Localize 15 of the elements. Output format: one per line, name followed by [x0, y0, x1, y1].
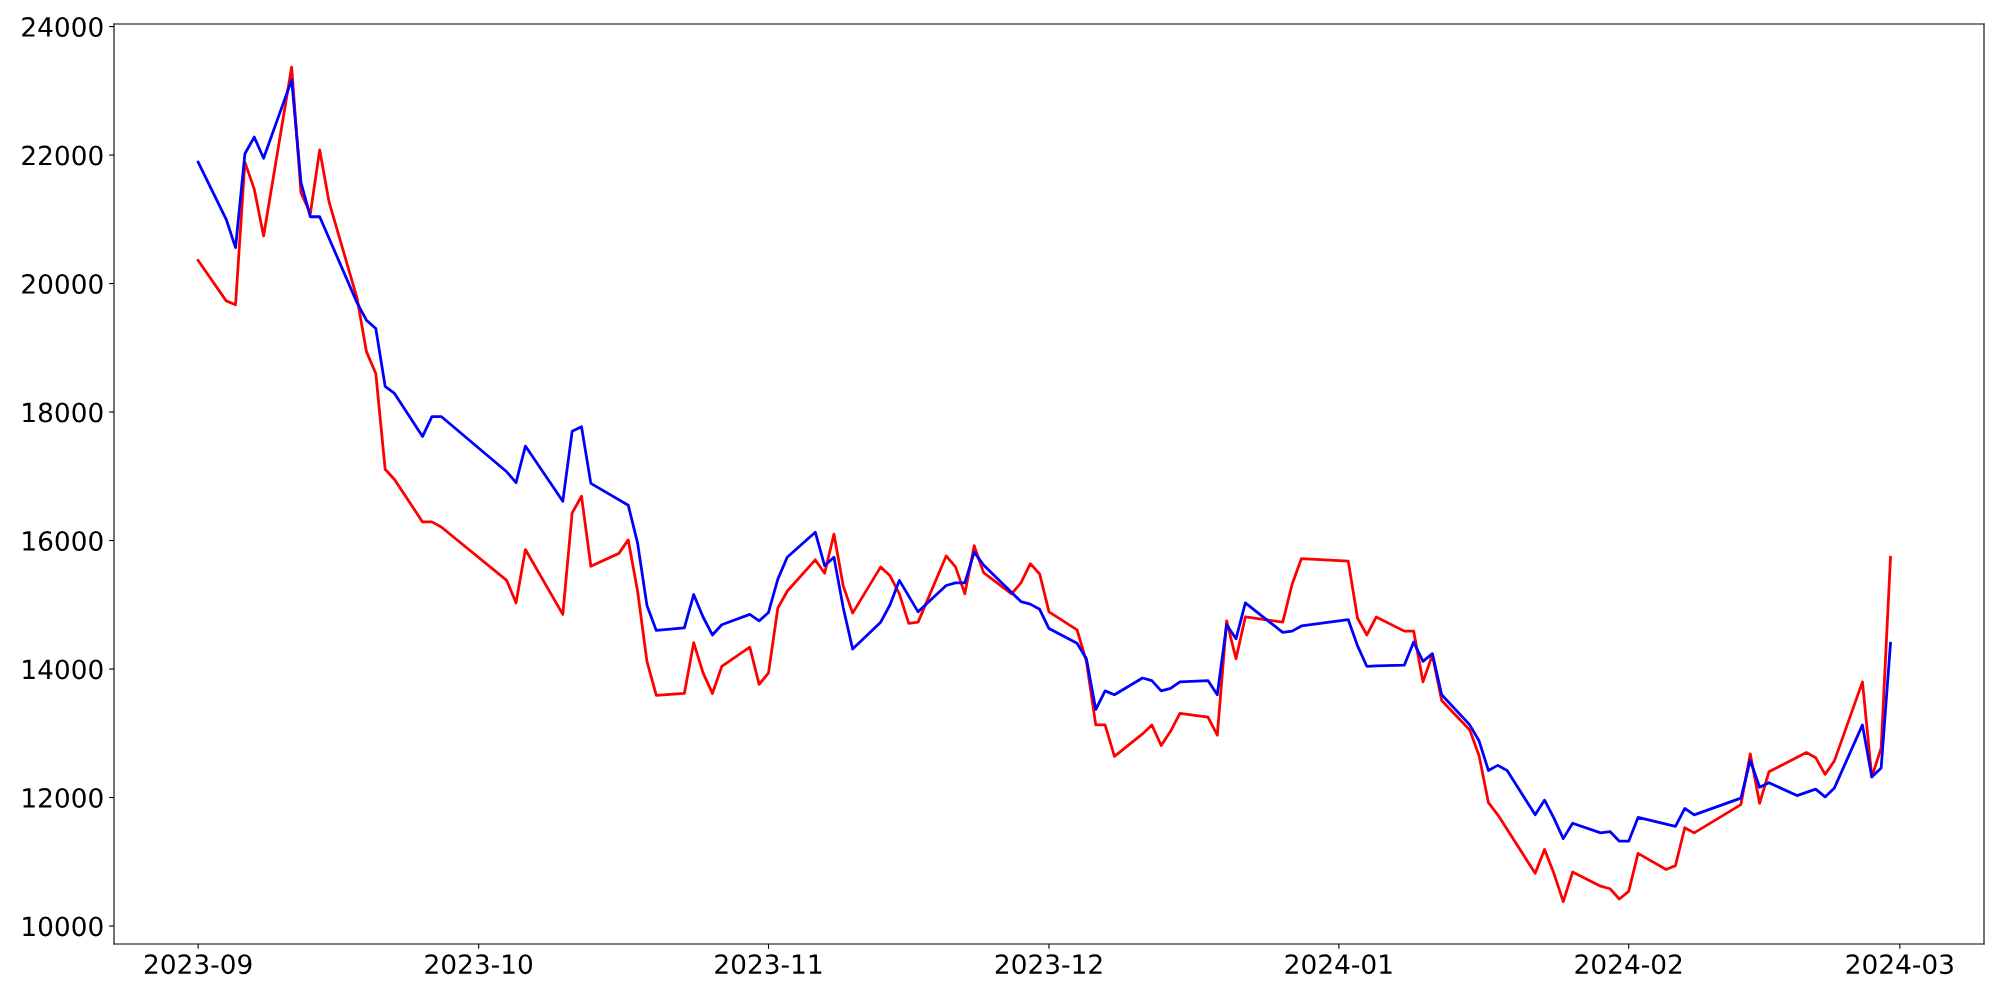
x-tick-label: 2023-12 [995, 954, 1102, 975]
y-tick-label: 12000 [23, 787, 103, 808]
y-tick-label: 22000 [22, 145, 103, 166]
x-tick-label: 2024-02 [1575, 954, 1682, 975]
y-tick-label: 24000 [22, 17, 103, 37]
y-tick-label: 18000 [23, 402, 103, 423]
x-tick-label: 2023-09 [144, 954, 252, 975]
x-tick-label: 2024-03 [1846, 954, 1953, 975]
y-tick-label: 20000 [22, 273, 103, 294]
x-tick-label: 2023-10 [425, 954, 533, 975]
x-tick-label: 2023-11 [715, 954, 822, 975]
y-tick-label: 10000 [23, 916, 103, 937]
y-tick-label: 14000 [23, 659, 103, 680]
y-tick-label: 16000 [23, 530, 103, 551]
x-tick-label: 2024-01 [1285, 954, 1392, 975]
